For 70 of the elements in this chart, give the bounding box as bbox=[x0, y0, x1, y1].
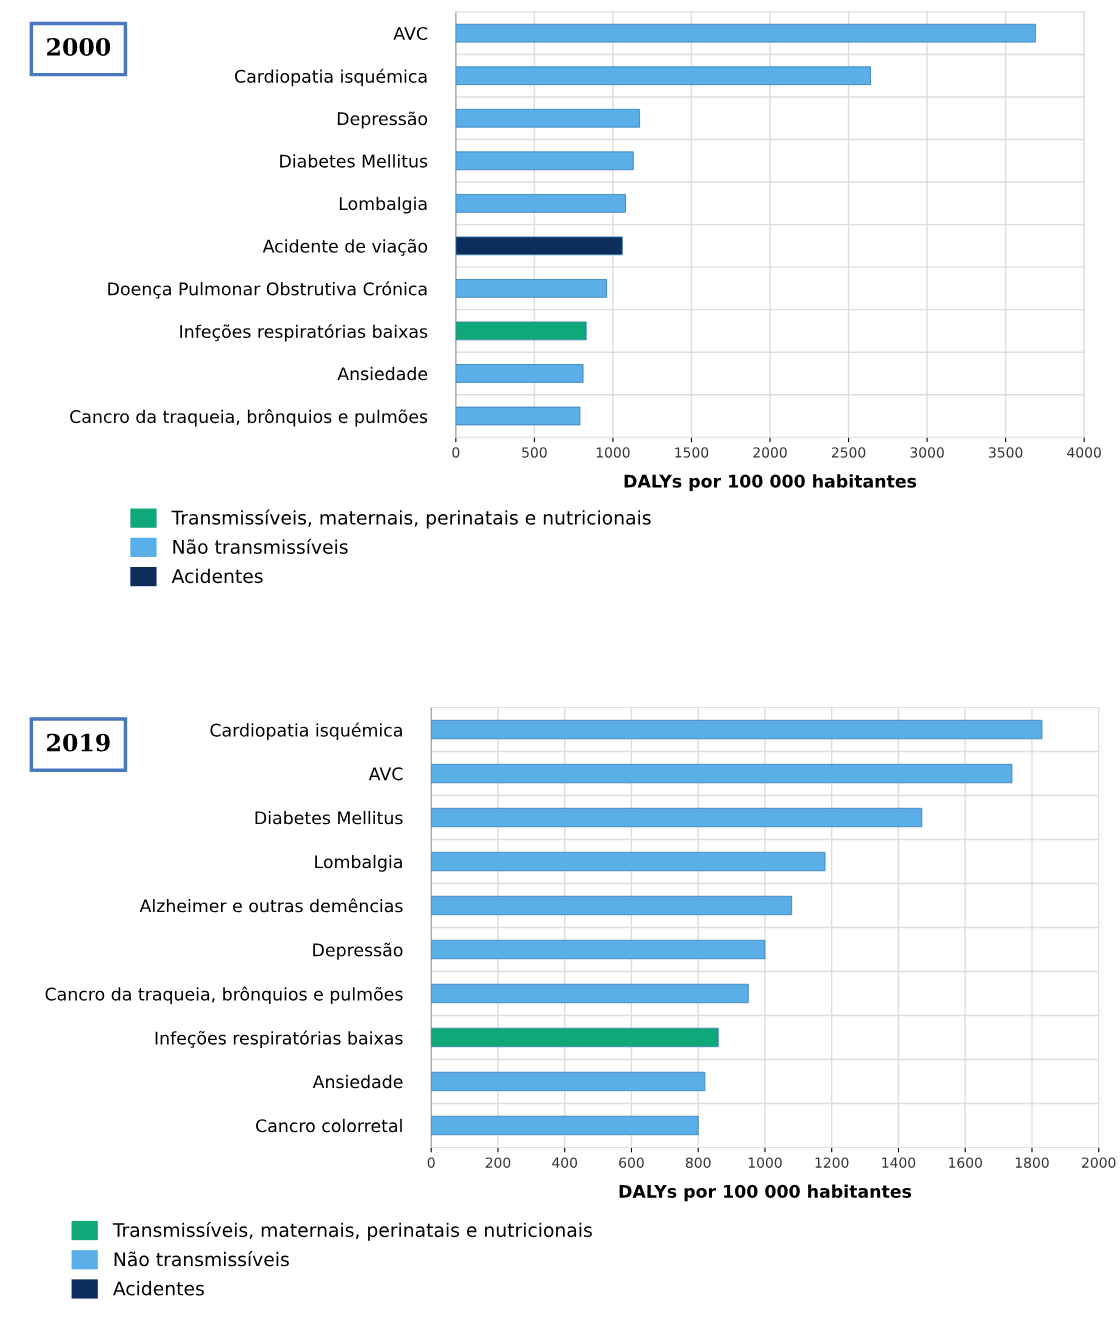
y-tick-label: Diabetes Mellitus bbox=[255, 810, 403, 825]
bar bbox=[455, 66, 871, 86]
bar bbox=[455, 108, 641, 128]
x-tick-label: 600 bbox=[619, 1157, 644, 1168]
x-axis-title: DALYs por 100 000 habitantes bbox=[619, 1184, 912, 1202]
legend-label: Transmissíveis, maternais, perinatais e nutricionais bbox=[171, 509, 651, 529]
x-tick-label: 1000 bbox=[596, 447, 630, 458]
bar bbox=[431, 807, 923, 828]
bar bbox=[455, 321, 587, 341]
y-tick-label: Depressão bbox=[313, 942, 403, 960]
x-tick-label: 1600 bbox=[949, 1157, 982, 1168]
bar bbox=[431, 983, 749, 1004]
bar bbox=[455, 279, 608, 298]
bar bbox=[455, 364, 584, 383]
x-tick-label: 2500 bbox=[831, 447, 866, 458]
bar bbox=[431, 763, 1013, 784]
bar bbox=[455, 23, 1036, 43]
y-tick-label: AVC bbox=[393, 26, 428, 41]
legend-label: Transmissíveis, maternais, perinatais e nutricionais bbox=[112, 1221, 592, 1241]
bar bbox=[431, 1027, 719, 1048]
y-tick-label: Cardiopatia isquémica bbox=[210, 722, 402, 741]
legend-label: Acidentes bbox=[171, 568, 263, 584]
bar bbox=[431, 1115, 699, 1136]
x-tick-label: 3000 bbox=[910, 447, 944, 458]
bar bbox=[455, 236, 623, 256]
x-tick-label: 2000 bbox=[753, 447, 787, 458]
bar bbox=[455, 406, 581, 426]
x-tick-label: 4000 bbox=[1067, 447, 1101, 458]
x-tick-label: 1200 bbox=[815, 1157, 849, 1168]
bar bbox=[431, 851, 826, 872]
y-tick-label: Alzheimer e outras demências bbox=[139, 898, 403, 913]
x-tick-label: 1800 bbox=[1015, 1157, 1049, 1168]
y-tick-label: Ansiedade bbox=[312, 1074, 403, 1089]
y-tick-label: Cardiopatia isquémica bbox=[235, 68, 427, 87]
y-tick-label: Cancro colorretal bbox=[256, 1118, 402, 1133]
y-tick-label: AVC bbox=[368, 767, 403, 781]
bar bbox=[455, 193, 626, 213]
x-tick-label: 0 bbox=[427, 1157, 435, 1168]
x-tick-label: 500 bbox=[522, 447, 547, 458]
text: 2019 bbox=[47, 733, 110, 752]
legend-label: Acidentes bbox=[112, 1281, 204, 1296]
x-tick-label: 1400 bbox=[882, 1157, 916, 1168]
x-tick-label: 2000 bbox=[1082, 1157, 1116, 1168]
x-tick-label: 800 bbox=[685, 1157, 711, 1168]
x-tick-label: 3500 bbox=[989, 447, 1023, 458]
y-tick-label: Lombalgia bbox=[339, 196, 427, 214]
x-tick-label: 200 bbox=[485, 1157, 511, 1168]
bar bbox=[431, 895, 793, 916]
y-tick-label: Acidente de viação bbox=[262, 238, 428, 256]
y-tick-label: Lombalgia bbox=[315, 854, 402, 872]
y-tick-label: Infeções respiratórias baixas bbox=[180, 323, 428, 342]
x-tick-label: 1000 bbox=[748, 1157, 782, 1168]
legend-label: Não transmissíveis bbox=[173, 538, 348, 554]
bar bbox=[431, 1071, 706, 1092]
y-tick-label: Doença Pulmonar Obstrutiva Crónica bbox=[108, 281, 427, 299]
y-tick-label: Diabetes Mellitus bbox=[280, 154, 428, 168]
y-tick-label: Depressão bbox=[337, 111, 428, 129]
x-axis-title: DALYs por 100 000 habitantes bbox=[624, 474, 917, 492]
bar bbox=[431, 939, 766, 960]
y-tick-label: Cancro da traqueia, brônquios e pulmões bbox=[70, 409, 428, 427]
bar bbox=[431, 719, 1043, 740]
y-tick-label: Ansiedade bbox=[337, 366, 428, 381]
y-tick-label: Infeções respiratórias baixas bbox=[155, 1030, 403, 1049]
x-tick-label: 400 bbox=[552, 1157, 578, 1168]
x-tick-label: 1500 bbox=[675, 447, 709, 458]
bar bbox=[455, 151, 634, 171]
text: 2000 bbox=[47, 38, 111, 56]
y-tick-label: Cancro da traqueia, brônquios e pulmões bbox=[45, 986, 403, 1005]
x-tick-label: 0 bbox=[452, 447, 460, 458]
legend-label: Não transmissíveis bbox=[114, 1251, 289, 1267]
